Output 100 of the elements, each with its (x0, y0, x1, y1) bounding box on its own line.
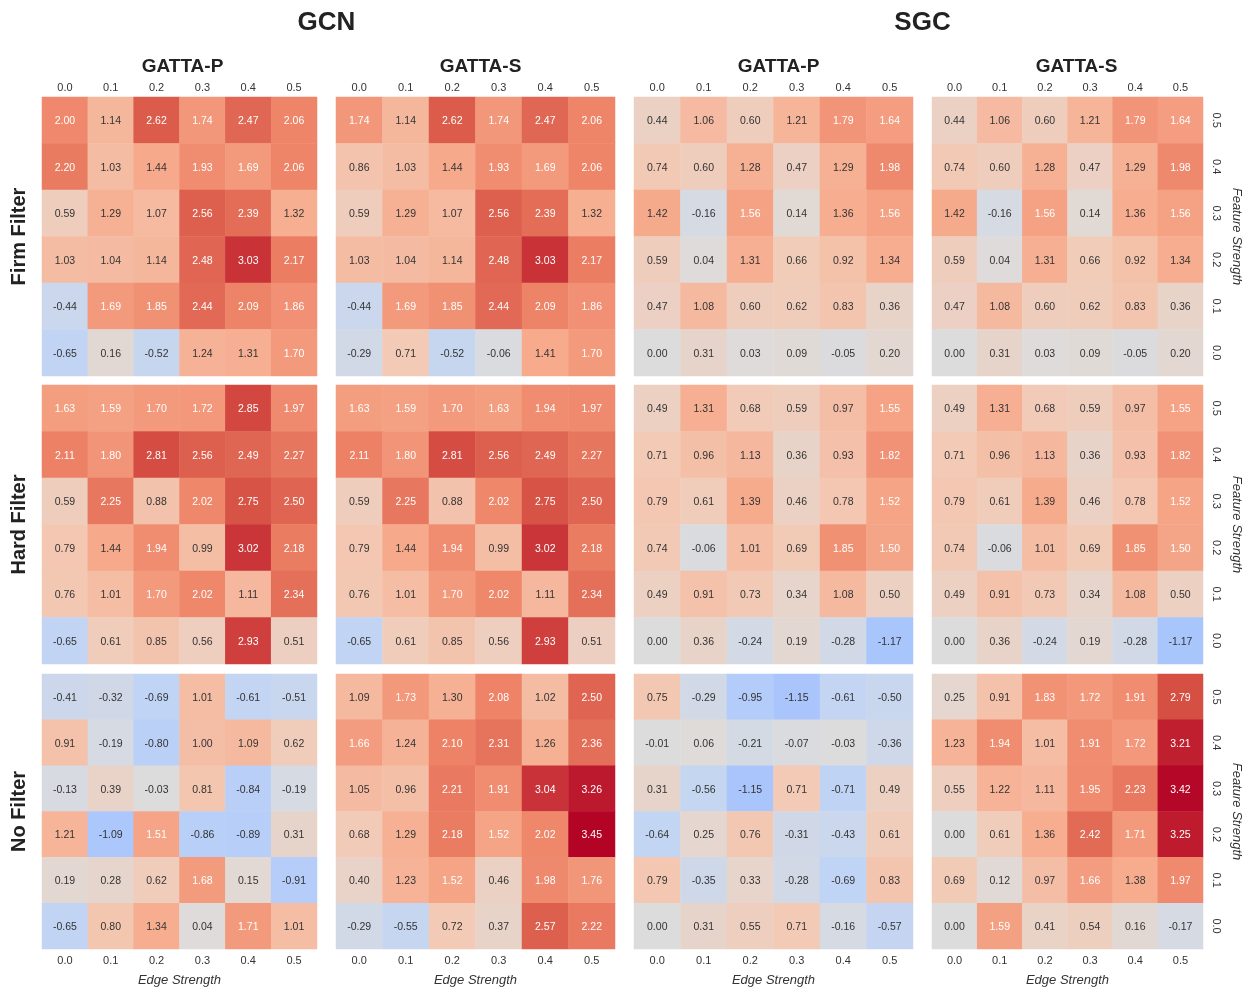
data-label: 0.55 (944, 782, 965, 795)
data-label: 0.97 (1034, 874, 1056, 887)
data-label: 1.42 (647, 207, 668, 220)
data-label: 0.60 (989, 160, 1011, 173)
data-label: 1.09 (349, 690, 370, 703)
data-label: 2.93 (238, 634, 259, 647)
x-tick-label: 0.4 (835, 953, 851, 966)
data-label: 1.68 (192, 874, 213, 887)
data-label: 0.91 (54, 736, 76, 749)
data-label: 2.47 (238, 114, 259, 127)
data-label: -0.19 (98, 736, 123, 749)
data-label: 0.00 (944, 634, 965, 647)
data-label: 0.49 (647, 588, 668, 601)
x-axis-title: Edge Strength (137, 972, 222, 987)
data-label: 2.48 (488, 253, 510, 266)
data-label: -0.16 (691, 207, 716, 220)
data-label: 0.73 (1034, 588, 1056, 601)
data-label: 0.71 (786, 920, 808, 933)
data-label: 1.01 (740, 541, 761, 554)
data-label: 0.44 (944, 114, 965, 127)
data-label: -0.86 (190, 828, 215, 841)
data-label: -0.41 (52, 690, 78, 703)
data-label: 2.02 (535, 828, 556, 841)
data-label: 1.05 (349, 782, 370, 795)
data-label: 0.59 (944, 253, 965, 266)
data-label: 0.56 (192, 634, 213, 647)
data-label: 0.79 (647, 495, 668, 508)
data-label: 0.92 (833, 253, 854, 266)
data-label: 2.06 (581, 160, 603, 173)
data-label: 3.26 (581, 782, 603, 795)
data-label: 1.01 (283, 920, 305, 933)
data-label: 0.60 (1034, 114, 1056, 127)
data-label: -0.31 (784, 828, 809, 841)
data-label: 1.97 (581, 402, 603, 415)
data-label: 0.69 (786, 541, 808, 554)
data-label: 0.25 (693, 828, 715, 841)
data-label: -0.36 (877, 736, 902, 749)
data-label: 1.52 (488, 828, 510, 841)
data-label: 0.79 (54, 541, 76, 554)
data-label: 0.76 (740, 828, 761, 841)
data-label: 0.50 (1170, 588, 1191, 601)
text: SGC (893, 6, 952, 37)
data-label: 0.59 (647, 253, 668, 266)
data-label: -0.65 (347, 634, 372, 647)
data-label: 1.30 (442, 690, 463, 703)
y-tick-label: 0.4 (1210, 159, 1223, 175)
data-label: 1.44 (442, 160, 463, 173)
x-tick-label: 0.3 (194, 80, 211, 93)
data-label: -0.56 (691, 782, 716, 795)
data-label: 0.46 (1079, 495, 1101, 508)
data-label: 2.02 (192, 495, 213, 508)
data-label: 2.27 (581, 448, 603, 461)
data-label: -0.07 (784, 736, 809, 749)
data-label: 2.34 (581, 588, 603, 601)
data-label: 0.60 (740, 114, 761, 127)
data-label: 0.09 (786, 346, 808, 359)
data-label: 1.02 (535, 690, 556, 703)
data-label: 0.75 (647, 690, 668, 703)
data-label: 0.36 (693, 634, 715, 647)
data-label: 2.75 (238, 495, 259, 508)
data-label: 1.22 (989, 782, 1011, 795)
chart-title: GATTA-P (141, 55, 224, 76)
data-label: 2.00 (54, 114, 76, 127)
data-label: 1.31 (1034, 253, 1056, 266)
data-label: 0.83 (879, 874, 901, 887)
data-label: 1.29 (1125, 160, 1146, 173)
data-label: 0.59 (1079, 402, 1101, 415)
data-label: 2.21 (442, 782, 463, 795)
data-label: 1.55 (879, 402, 901, 415)
data-label: 0.79 (944, 495, 965, 508)
data-label: -0.71 (831, 782, 856, 795)
data-label: 0.47 (944, 300, 965, 313)
data-label: -0.28 (1123, 634, 1148, 647)
data-label: 1.82 (1170, 448, 1191, 461)
data-label: -0.44 (347, 300, 372, 313)
data-label: -1.09 (98, 828, 123, 841)
data-label: 0.19 (54, 874, 76, 887)
data-label: 1.39 (740, 495, 761, 508)
data-label: 3.21 (1170, 736, 1191, 749)
data-label: 2.09 (535, 300, 556, 313)
data-label: 1.86 (581, 300, 603, 313)
x-tick-label: 0.0 (351, 953, 367, 966)
data-label: 1.34 (879, 253, 901, 266)
data-label: 1.13 (1034, 448, 1056, 461)
data-label: 0.93 (1125, 448, 1146, 461)
data-label: 1.23 (944, 736, 965, 749)
data-label: -0.64 (645, 828, 670, 841)
data-label: 0.49 (647, 402, 668, 415)
data-label: 2.23 (1125, 782, 1146, 795)
data-label: 2.48 (192, 253, 213, 266)
data-label: 0.96 (693, 448, 715, 461)
y2-axis-title: Feature Strength (1230, 475, 1245, 574)
data-label: 1.14 (146, 253, 167, 266)
data-label: 2.06 (581, 114, 603, 127)
data-label: 1.72 (1125, 736, 1146, 749)
data-label: 0.96 (989, 448, 1011, 461)
data-label: 1.56 (1170, 207, 1191, 220)
x-tick-label: 0.0 (649, 80, 665, 93)
data-label: 1.56 (740, 207, 761, 220)
x-tick-label: 0.3 (789, 953, 805, 966)
